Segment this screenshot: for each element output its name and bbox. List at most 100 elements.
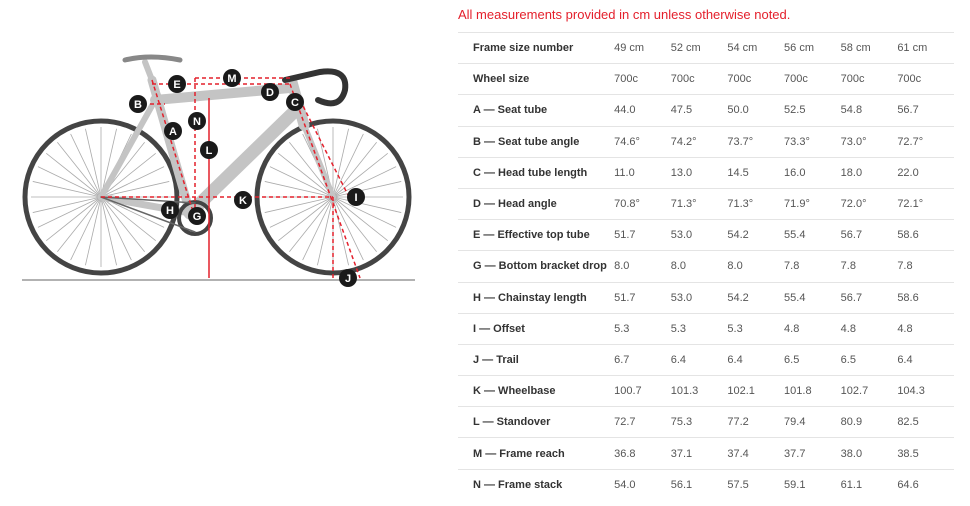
cell-value: 18.0 (840, 156, 898, 189)
marker-n: N (188, 112, 206, 130)
cell-value: 4.8 (840, 312, 898, 345)
marker-h: H (161, 201, 179, 219)
row-label: G — Bottom bracket drop (458, 250, 615, 282)
cell-value: 56.7 (840, 219, 898, 251)
row-label: E — Effective top tube (458, 219, 615, 251)
row-label: K — Wheelbase (458, 375, 615, 407)
cell-value: 55.4 (784, 219, 841, 251)
cell-value: 59.1 (784, 468, 841, 500)
svg-text:H: H (166, 205, 174, 217)
svg-text:B: B (134, 99, 142, 111)
table-row: E — Effective top tube 51.7 53.0 54.2 55.4 56… (458, 219, 954, 251)
cell-value: 61.1 (840, 468, 898, 500)
cell-value: 71.3° (670, 187, 728, 220)
row-label: M — Frame reach (458, 437, 615, 470)
cell-value: 61 cm (897, 31, 954, 64)
table-row: M — Frame reach 36.8 37.1 37.4 37.7 38.0 38.5 (458, 437, 954, 470)
cell-value: 47.5 (670, 94, 728, 127)
cell-value: 6.4 (897, 343, 954, 376)
cell-value: 58 cm (840, 31, 898, 64)
cell-value: 7.8 (840, 250, 898, 282)
cell-value: 700c (727, 63, 785, 95)
cell-value: 37.4 (727, 437, 785, 470)
cell-value: 70.8° (614, 187, 671, 220)
row-label: I — Offset (458, 312, 615, 345)
marker-m: M (223, 69, 241, 87)
cell-value: 79.4 (784, 406, 841, 438)
cell-value: 73.3° (784, 125, 841, 158)
bike-geometry-diagram: A B C D E G H I J K L M N (22, 54, 415, 287)
table-row: G — Bottom bracket drop 8.0 8.0 8.0 7.8 7.8 7.… (458, 250, 954, 282)
cell-value: 54.0 (614, 468, 671, 500)
cell-value: 8.0 (670, 250, 728, 282)
cell-value: 58.6 (897, 219, 954, 251)
cell-value: 38.5 (897, 437, 954, 470)
cell-value: 51.7 (614, 281, 671, 314)
cell-value: 56.7 (897, 94, 954, 127)
row-label: B — Seat tube angle (458, 125, 615, 158)
cell-value: 11.0 (614, 156, 671, 189)
svg-text:A: A (169, 126, 177, 138)
cell-value: 53.0 (670, 219, 728, 251)
cell-value: 54 cm (727, 31, 785, 64)
cell-value: 44.0 (614, 94, 671, 127)
row-label: D — Head angle (458, 187, 615, 220)
table-row: J — Trail 6.7 6.4 6.4 6.5 6.5 6.4 (458, 343, 954, 376)
cell-value: 4.8 (784, 312, 841, 345)
row-label: C — Head tube length (458, 156, 615, 189)
units-note: All measurements provided in cm unless o… (458, 7, 791, 22)
cell-value: 5.3 (614, 312, 671, 345)
cell-value: 6.4 (670, 343, 728, 376)
table-row: A — Seat tube 44.0 47.5 50.0 52.5 54.8 56.7 (458, 94, 954, 127)
measurement-lines (101, 77, 361, 279)
cell-value: 55.4 (784, 281, 841, 314)
cell-value: 56 cm (784, 31, 841, 64)
svg-text:I: I (354, 192, 357, 204)
cell-value: 5.3 (727, 312, 785, 345)
row-label: Frame size number (458, 31, 615, 64)
table-row: K — Wheelbase 100.7 101.3 102.1 101.8 102.7 10… (458, 375, 954, 407)
row-label: H — Chainstay length (458, 281, 615, 314)
table-row: H — Chainstay length 51.7 53.0 54.2 55.4 56.7… (458, 281, 954, 314)
cell-value: 82.5 (897, 406, 954, 438)
table-row: I — Offset 5.3 5.3 5.3 4.8 4.8 4.8 (458, 312, 954, 345)
cell-value: 57.5 (727, 468, 785, 500)
cell-value: 104.3 (897, 375, 954, 407)
cell-value: 56.7 (840, 281, 898, 314)
cell-value: 71.9° (784, 187, 841, 220)
cell-value: 102.1 (727, 375, 785, 407)
marker-d: D (261, 83, 279, 101)
cell-value: 71.3° (727, 187, 785, 220)
cell-value: 51.7 (614, 219, 671, 251)
cell-value: 52 cm (670, 31, 728, 64)
cell-value: 53.0 (670, 281, 728, 314)
cell-value: 74.2° (670, 125, 728, 158)
table-row: C — Head tube length 11.0 13.0 14.5 16.0 18.0… (458, 156, 954, 189)
cell-value: 73.0° (840, 125, 898, 158)
svg-text:E: E (173, 79, 180, 91)
cell-value: 13.0 (670, 156, 728, 189)
cell-value: 58.6 (897, 281, 954, 314)
svg-text:G: G (193, 211, 202, 223)
cell-value: 73.7° (727, 125, 785, 158)
marker-l: L (200, 141, 218, 159)
cell-value: 49 cm (614, 31, 671, 64)
cell-value: 7.8 (897, 250, 954, 282)
cell-value: 700c (840, 63, 898, 95)
svg-text:N: N (193, 116, 201, 128)
cell-value: 72.7° (897, 125, 954, 158)
cell-value: 36.8 (614, 437, 671, 470)
marker-k: K (234, 191, 252, 209)
row-label: L — Standover (458, 406, 615, 438)
cell-value: 8.0 (727, 250, 785, 282)
row-label: A — Seat tube (458, 94, 615, 127)
row-label: N — Frame stack (458, 468, 615, 500)
marker-c: C (286, 93, 304, 111)
cell-value: 101.8 (784, 375, 841, 407)
cell-value: 52.5 (784, 94, 841, 127)
cell-value: 7.8 (784, 250, 841, 282)
cell-value: 80.9 (840, 406, 898, 438)
cell-value: 54.2 (727, 281, 785, 314)
svg-text:C: C (291, 97, 299, 109)
table-row: N — Frame stack 54.0 56.1 57.5 59.1 61.1 64.6 (458, 468, 954, 500)
